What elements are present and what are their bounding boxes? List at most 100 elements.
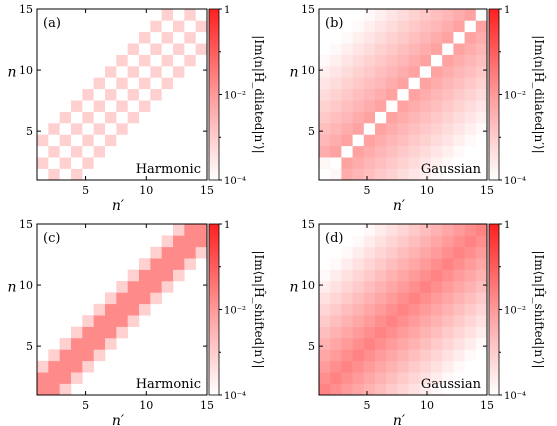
heatmap-cell	[464, 168, 477, 181]
heatmap-cell	[419, 269, 432, 282]
heatmap-cell	[475, 54, 488, 67]
heatmap-cell	[397, 77, 409, 90]
heatmap-cell	[464, 258, 477, 270]
x-tick-label: 5	[82, 184, 89, 197]
heatmap-cell	[386, 246, 398, 259]
heatmap-cell	[150, 54, 162, 67]
heatmap-cell	[363, 77, 376, 90]
colorbar-tick-label: 10⁻⁴	[504, 391, 526, 402]
heatmap-cell	[139, 54, 151, 67]
y-axis-label: n	[289, 65, 298, 81]
heatmap-cell	[397, 66, 409, 78]
heatmap-cell	[139, 303, 151, 316]
heatmap-cell	[464, 100, 477, 112]
heatmap-cell	[375, 326, 387, 339]
heatmap-cell	[475, 134, 488, 147]
heatmap-cell	[442, 360, 454, 373]
heatmap-cell	[442, 383, 454, 396]
x-tick-label: 10	[139, 399, 153, 412]
heatmap-cell	[431, 88, 443, 101]
heatmap-cell	[363, 88, 376, 101]
heatmap-cell	[475, 100, 488, 112]
heatmap-cell	[397, 134, 409, 147]
colorbar-tick-label: 10⁻⁴	[504, 176, 526, 187]
heatmap-cell	[93, 315, 106, 327]
heatmap-cell	[363, 145, 376, 158]
heatmap-cell	[319, 111, 331, 124]
heatmap-cell	[386, 88, 398, 101]
heatmap-cell	[48, 168, 60, 181]
heatmap-cell	[464, 54, 477, 67]
heatmap-cell	[330, 315, 342, 327]
heatmap-cell	[82, 157, 94, 169]
x-tick-label: 10	[420, 184, 434, 197]
panel-b: 5 10 15 5 10 15 n′ n (b) Gaussian 10⁻⁴ 10⁻² 1 |Im⟨n|Ĥ…	[289, 3, 547, 214]
heatmap-cell	[71, 88, 83, 101]
heatmap-cell	[475, 111, 488, 124]
heatmap-cell	[475, 66, 488, 78]
heatmap-cell	[419, 54, 432, 67]
heatmap-cell	[375, 168, 387, 181]
heatmap-cell	[363, 111, 376, 124]
heatmap-cell	[173, 43, 185, 55]
heatmap-cell	[319, 123, 331, 135]
heatmap-cell	[352, 292, 365, 305]
heatmap-cell	[319, 349, 331, 362]
heatmap-cell	[48, 360, 60, 373]
heatmap-cell	[431, 100, 443, 112]
heatmap-cell	[116, 100, 128, 112]
heatmap-cell	[341, 66, 353, 78]
colorbar-gradient	[208, 8, 220, 181]
heatmap-cell	[341, 315, 353, 327]
heatmap-cell	[442, 66, 454, 78]
heatmap-cell	[375, 338, 387, 350]
heatmap-cell	[48, 349, 60, 362]
heatmap-cell	[37, 360, 49, 373]
heatmap-cell	[319, 77, 331, 90]
heatmap-cell	[475, 326, 488, 339]
heatmap-cell	[195, 235, 208, 248]
heatmap-cells	[37, 224, 208, 396]
heatmap-cell	[139, 20, 151, 33]
colorbar-tick-label: 10⁻⁴	[224, 391, 246, 402]
heatmap-cell	[363, 246, 376, 259]
heatmap-cell	[397, 372, 409, 384]
heatmap-cell	[363, 235, 376, 248]
heatmap-cell	[475, 123, 488, 135]
heatmap-cell	[363, 134, 376, 147]
heatmap-cell	[352, 9, 365, 21]
heatmap-cell	[363, 258, 376, 270]
panel-label: (a)	[43, 16, 61, 31]
heatmap-cell	[475, 338, 488, 350]
heatmap-cell	[375, 88, 387, 101]
heatmap-cell	[319, 134, 331, 147]
heatmap-cell	[173, 9, 185, 21]
heatmap-cell	[442, 168, 454, 181]
heatmap-cell	[442, 338, 454, 350]
heatmap-cell	[431, 235, 443, 248]
plot-frame	[318, 8, 488, 181]
colorbar-gradient	[488, 223, 500, 396]
panel-a: 5 10 15 5 10 15 n′ n (a) Harmonic 10⁻⁴ 10⁻² 1 |Im⟨n|Ĥ…	[7, 3, 267, 214]
heatmap-cell	[71, 349, 83, 362]
heatmap-cell	[408, 269, 421, 282]
heatmap-cell	[71, 372, 83, 384]
heatmap-cell	[82, 145, 94, 158]
heatmap-cell	[352, 383, 365, 396]
heatmap-cell	[397, 235, 409, 248]
heatmap-cell	[127, 292, 140, 305]
heatmap-cell	[363, 54, 376, 67]
heatmap-cell	[408, 88, 421, 101]
heatmap-cell	[453, 134, 465, 147]
heatmap-cell	[341, 281, 353, 293]
heatmap-cell	[116, 281, 128, 293]
heatmap-cell	[442, 269, 454, 282]
heatmap-cell	[127, 269, 140, 282]
heatmap-cell	[397, 315, 409, 327]
heatmap-cell	[408, 145, 421, 158]
heatmap-cell	[341, 349, 353, 362]
heatmap-cell	[386, 326, 398, 339]
heatmap-cell	[150, 88, 162, 101]
heatmap-cell	[150, 281, 162, 293]
heatmap-cell	[431, 326, 443, 339]
